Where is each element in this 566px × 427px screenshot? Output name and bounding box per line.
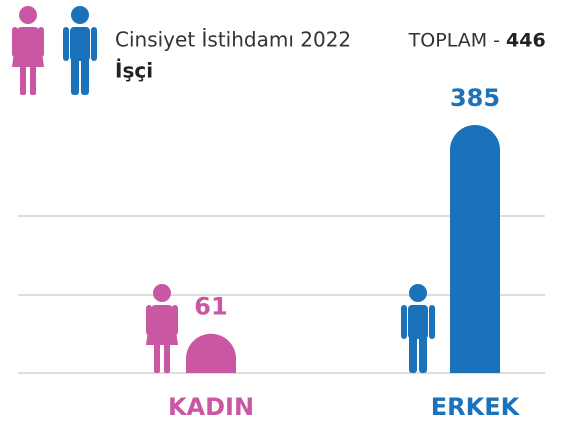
value-label: 61 [194,293,227,321]
man-icon [401,284,435,373]
category-label: ERKEK [431,393,521,421]
chart-title: Cinsiyet İstihdamı 2022 [115,28,351,52]
woman-icon [146,284,178,373]
bar [450,125,500,373]
woman-icon [12,6,44,95]
bar [186,333,236,373]
man-icon [63,6,97,95]
total-label: TOPLAM - [408,30,500,52]
value-label: 385 [450,84,500,112]
total-value: 446 [506,30,546,52]
chart-subtitle: İşçi [115,59,153,83]
category-label: KADIN [168,393,254,421]
